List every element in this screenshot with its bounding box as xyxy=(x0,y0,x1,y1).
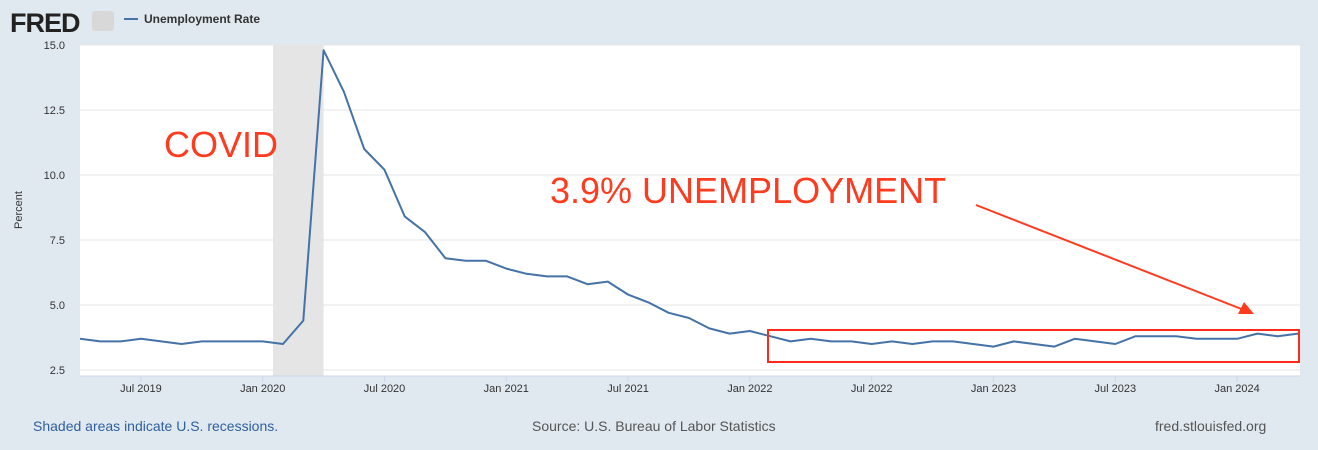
legend-label: Unemployment Rate xyxy=(144,12,261,26)
x-tick-label: Jul 2022 xyxy=(851,383,893,395)
annotation-covid: COVID xyxy=(164,124,278,165)
legend-item[interactable]: Unemployment Rate xyxy=(124,12,260,26)
x-tick-label: Jan 2020 xyxy=(240,383,285,395)
annotation-unemployment: 3.9% UNEMPLOYMENT xyxy=(550,170,946,211)
x-tick-label: Jan 2023 xyxy=(971,383,1016,395)
legend-swatch xyxy=(124,18,138,20)
x-tick-label: Jan 2021 xyxy=(484,383,529,395)
x-tick-label: Jul 2019 xyxy=(120,383,162,395)
annotation-arrow xyxy=(975,204,1245,311)
y-tick-label: 7.5 xyxy=(50,235,65,247)
y-tick-label: 10.0 xyxy=(44,170,65,182)
y-tick-label: 5.0 xyxy=(50,300,65,312)
y-tick-label: 15.0 xyxy=(44,40,65,52)
arrow-head xyxy=(1238,302,1254,314)
highlight-box xyxy=(767,329,1300,363)
fred-chart-icon xyxy=(92,11,114,31)
x-tick-label: Jan 2022 xyxy=(727,383,772,395)
y-tick-label: 12.5 xyxy=(44,105,65,117)
x-tick-label: Jul 2021 xyxy=(607,383,649,395)
x-tick-label: Jul 2023 xyxy=(1095,383,1137,395)
y-tick-label: 2.5 xyxy=(50,365,65,377)
fred-logo[interactable]: FRED xyxy=(10,8,80,38)
y-axis-title: Percent xyxy=(13,191,25,229)
fred-url-link[interactable]: fred.stlouisfed.org xyxy=(1155,418,1267,434)
recession-note-link[interactable]: Shaded areas indicate U.S. recessions. xyxy=(33,418,279,434)
x-tick-label: Jan 2024 xyxy=(1214,383,1259,395)
recession-shade xyxy=(273,45,324,376)
x-tick-label: Jul 2020 xyxy=(364,383,406,395)
source-text: Source: U.S. Bureau of Labor Statistics xyxy=(532,418,776,434)
